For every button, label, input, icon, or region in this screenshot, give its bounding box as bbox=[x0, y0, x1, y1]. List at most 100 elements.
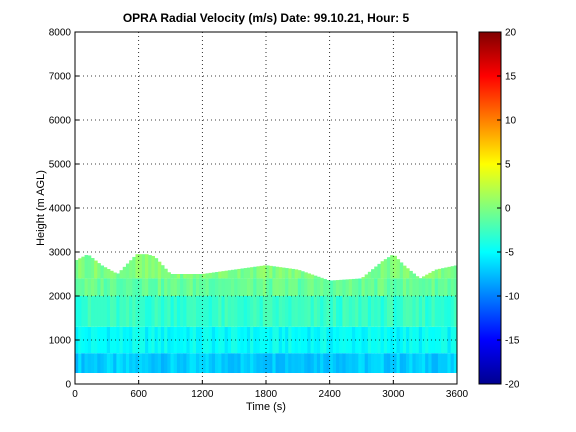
velocity-cell bbox=[160, 353, 165, 373]
velocity-cell bbox=[183, 274, 187, 279]
colorbar-tick-label: -5 bbox=[505, 248, 514, 259]
velocity-cell bbox=[418, 278, 423, 296]
velocity-cell bbox=[167, 296, 171, 327]
velocity-cell bbox=[415, 296, 420, 327]
velocity-cell bbox=[129, 296, 133, 327]
velocity-cell bbox=[355, 326, 359, 354]
y-tick-label: 0 bbox=[65, 380, 71, 391]
velocity-cell bbox=[272, 278, 276, 296]
velocity-cell bbox=[125, 263, 130, 279]
velocity-cell bbox=[256, 353, 261, 373]
velocity-cell bbox=[106, 353, 111, 373]
velocity-cell bbox=[320, 278, 324, 296]
velocity-cell bbox=[151, 255, 155, 279]
velocity-cell bbox=[110, 270, 114, 279]
velocity-cell bbox=[425, 326, 429, 354]
velocity-cell bbox=[380, 326, 385, 354]
velocity-cell bbox=[415, 353, 420, 373]
velocity-cell bbox=[278, 278, 283, 296]
velocity-cell bbox=[316, 353, 321, 373]
velocity-cell bbox=[113, 296, 117, 327]
velocity-cell bbox=[304, 278, 308, 296]
velocity-cell bbox=[81, 256, 85, 279]
velocity-cell bbox=[186, 274, 190, 279]
velocity-cell bbox=[129, 353, 133, 373]
velocity-cell bbox=[141, 254, 146, 279]
velocity-cell bbox=[351, 353, 356, 373]
velocity-cell bbox=[135, 296, 140, 327]
velocity-cell bbox=[78, 278, 82, 296]
velocity-cell bbox=[246, 296, 251, 327]
velocity-cell bbox=[186, 296, 190, 327]
velocity-cell bbox=[230, 353, 235, 373]
velocity-cell bbox=[316, 326, 321, 354]
velocity-cell bbox=[138, 326, 143, 354]
velocity-cell bbox=[380, 353, 385, 373]
velocity-cell bbox=[434, 353, 439, 373]
velocity-cell bbox=[358, 353, 362, 373]
velocity-cell bbox=[183, 296, 187, 327]
velocity-cell bbox=[412, 353, 417, 373]
y-tick-label: 6000 bbox=[49, 116, 72, 127]
velocity-cell bbox=[119, 278, 124, 296]
velocity-cell bbox=[122, 266, 127, 279]
velocity-cell bbox=[167, 353, 171, 373]
velocity-cell bbox=[441, 268, 445, 279]
velocity-cell bbox=[148, 255, 152, 279]
velocity-cell bbox=[215, 278, 219, 296]
velocity-cell bbox=[288, 326, 292, 354]
velocity-cell bbox=[383, 259, 388, 279]
velocity-cell bbox=[307, 326, 311, 354]
velocity-cell bbox=[100, 326, 105, 354]
velocity-cell bbox=[230, 269, 235, 279]
velocity-cell bbox=[281, 353, 286, 373]
velocity-cell bbox=[180, 353, 184, 373]
x-tick-label: 1800 bbox=[255, 389, 278, 400]
velocity-cell bbox=[87, 353, 92, 373]
velocity-cell bbox=[374, 278, 378, 296]
velocity-cell bbox=[132, 296, 136, 327]
velocity-cell bbox=[313, 353, 318, 373]
velocity-cell bbox=[275, 266, 280, 279]
velocity-cell bbox=[183, 278, 187, 296]
velocity-cell bbox=[106, 269, 111, 279]
velocity-cell bbox=[180, 326, 184, 354]
velocity-cell bbox=[250, 353, 254, 373]
velocity-cell bbox=[348, 296, 353, 327]
velocity-cell bbox=[145, 296, 149, 327]
velocity-cell bbox=[291, 296, 296, 327]
velocity-cell bbox=[132, 256, 136, 279]
velocity-cell bbox=[78, 296, 82, 327]
colorbar-tick-label: 20 bbox=[505, 28, 517, 39]
velocity-cell bbox=[148, 278, 152, 296]
velocity-cell bbox=[240, 278, 245, 296]
velocity-cell bbox=[364, 278, 369, 296]
velocity-cell bbox=[132, 326, 136, 354]
velocity-cell bbox=[272, 296, 276, 327]
velocity-cell bbox=[116, 296, 120, 327]
velocity-cell bbox=[192, 274, 197, 279]
velocity-cell bbox=[164, 296, 168, 327]
velocity-cell bbox=[272, 326, 276, 354]
velocity-cell bbox=[195, 353, 200, 373]
velocity-cell bbox=[374, 266, 378, 279]
velocity-cell bbox=[240, 296, 245, 327]
velocity-cell bbox=[285, 278, 289, 296]
velocity-cell bbox=[281, 296, 286, 327]
velocity-cell bbox=[412, 296, 417, 327]
velocity-cell bbox=[160, 278, 165, 296]
velocity-cell bbox=[348, 326, 353, 354]
velocity-cell bbox=[180, 278, 184, 296]
velocity-cell bbox=[266, 296, 270, 327]
velocity-cell bbox=[240, 326, 245, 354]
velocity-cell bbox=[122, 278, 127, 296]
velocity-cell bbox=[145, 278, 149, 296]
velocity-cell bbox=[215, 296, 219, 327]
velocity-cell bbox=[157, 278, 162, 296]
velocity-cell bbox=[157, 296, 162, 327]
velocity-cell bbox=[399, 262, 404, 279]
velocity-cell bbox=[371, 278, 375, 296]
velocity-cell bbox=[186, 353, 190, 373]
velocity-cell bbox=[84, 255, 89, 279]
velocity-cell bbox=[246, 326, 251, 354]
